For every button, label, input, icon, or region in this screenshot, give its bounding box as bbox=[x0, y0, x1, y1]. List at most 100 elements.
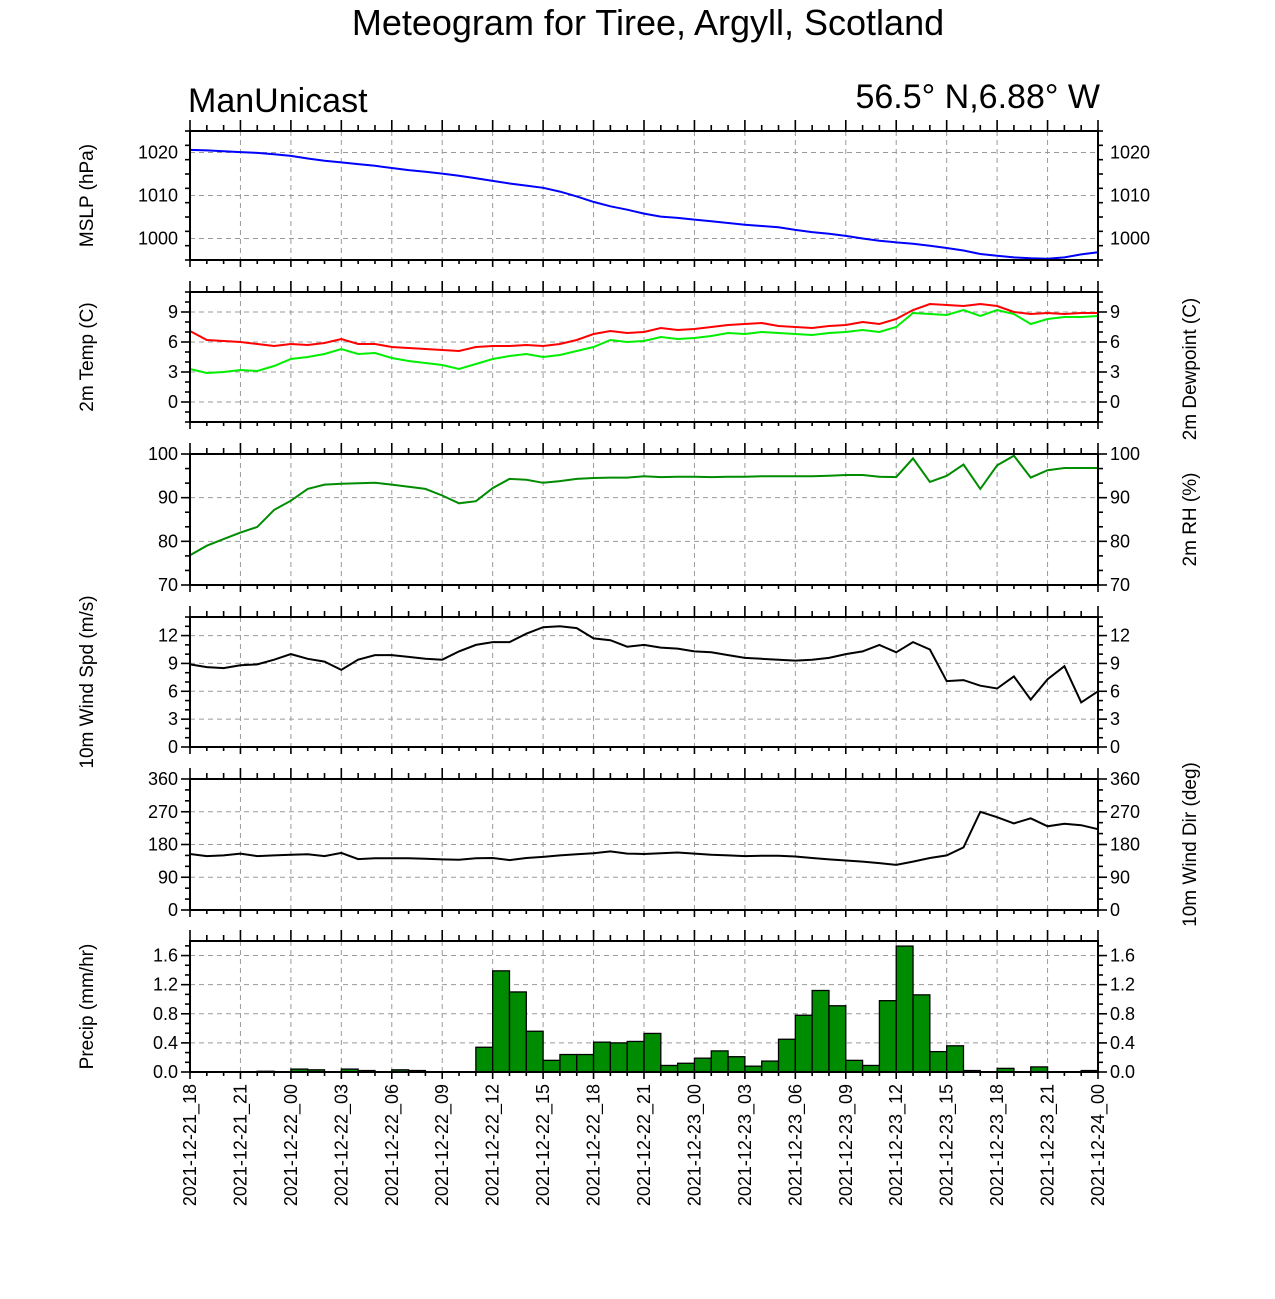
y-tick-label-right: 1.6 bbox=[1110, 946, 1135, 966]
y-tick-label-left: 0 bbox=[168, 392, 178, 412]
y-tick-label-right: 6 bbox=[1110, 332, 1120, 352]
precip-bar bbox=[525, 1030, 544, 1073]
y-tick-label-right: 3 bbox=[1110, 362, 1120, 382]
panel-0: 1000 1000 1010 1010 1020 1020 MSLP (hPa) bbox=[77, 120, 1150, 267]
y-tick-label-right: 1010 bbox=[1110, 186, 1150, 206]
y-tick-label-right: 90 bbox=[1110, 488, 1130, 508]
precip-bar bbox=[845, 1059, 864, 1073]
y-tick-label-right: 9 bbox=[1110, 653, 1120, 673]
y-tick-label-left: 180 bbox=[148, 835, 178, 855]
y-tick-label-right: 1020 bbox=[1110, 143, 1150, 163]
y-tick-label-right: 90 bbox=[1110, 867, 1130, 887]
chart-title: Meteogram for Tiree, Argyll, Scotland bbox=[352, 2, 944, 43]
y-tick-label-right: 0.4 bbox=[1110, 1033, 1135, 1053]
y-tick-label-right: 0.0 bbox=[1110, 1062, 1135, 1082]
y-tick-label-right: 80 bbox=[1110, 531, 1130, 551]
y-tick-label-right: 0 bbox=[1110, 737, 1120, 757]
precip-bar bbox=[794, 1014, 813, 1073]
y-tick-label-right: 3 bbox=[1110, 709, 1120, 729]
x-tick-label: 2021-12-23_18 bbox=[987, 1084, 1008, 1206]
series-line bbox=[189, 810, 1099, 866]
y-tick-label-left: 0.8 bbox=[153, 1004, 178, 1024]
precip-bar bbox=[912, 994, 931, 1073]
x-tick-label: 2021-12-23_09 bbox=[836, 1084, 857, 1206]
y-tick-label-right: 1000 bbox=[1110, 229, 1150, 249]
x-tick-label: 2021-12-22_00 bbox=[281, 1084, 302, 1206]
panel-2: 70 70 80 80 90 90 100 100 2m RH (%) bbox=[148, 443, 1201, 595]
x-tick-label: 2021-12-21_21 bbox=[230, 1084, 251, 1206]
y-axis-label-left: MSLP (hPa) bbox=[77, 144, 98, 247]
y-tick-label-right: 360 bbox=[1110, 769, 1140, 789]
y-tick-label-left: 0 bbox=[168, 900, 178, 920]
panel-3: 0 0 3 3 6 6 9 9 12 12 10m Wind Spd (m/s) bbox=[77, 595, 1130, 768]
y-tick-label-right: 270 bbox=[1110, 802, 1140, 822]
precip-bar bbox=[492, 970, 511, 1073]
precip-bar bbox=[878, 1000, 897, 1073]
y-tick-label-right: 12 bbox=[1110, 626, 1130, 646]
series-line bbox=[189, 308, 1099, 375]
precip-bar bbox=[609, 1042, 628, 1073]
series-line bbox=[189, 148, 1099, 260]
y-tick-label-left: 0.4 bbox=[153, 1033, 178, 1053]
precip-bar bbox=[676, 1062, 696, 1073]
y-axis-label-left: Precip (mm/hr) bbox=[77, 944, 98, 1070]
x-tick-label: 2021-12-23_03 bbox=[735, 1084, 756, 1206]
precip-bar bbox=[626, 1040, 645, 1073]
precip-bar bbox=[559, 1053, 578, 1073]
x-tick-label: 2021-12-22_21 bbox=[634, 1084, 655, 1206]
y-tick-label-right: 6 bbox=[1110, 681, 1120, 701]
y-tick-label-left: 70 bbox=[158, 575, 178, 595]
precip-bar bbox=[643, 1032, 662, 1073]
model-label: ManUnicast bbox=[188, 82, 368, 120]
y-tick-label-left: 80 bbox=[158, 531, 178, 551]
y-tick-label-left: 0.0 bbox=[153, 1062, 178, 1082]
precip-bar bbox=[693, 1057, 712, 1073]
y-tick-label-right: 1.2 bbox=[1110, 975, 1135, 995]
precip-bar bbox=[777, 1038, 796, 1073]
y-tick-label-left: 1010 bbox=[138, 186, 178, 206]
y-tick-label-right: 0 bbox=[1110, 392, 1120, 412]
precip-bar bbox=[727, 1056, 746, 1073]
y-tick-label-left: 12 bbox=[158, 626, 178, 646]
precip-bar bbox=[475, 1046, 494, 1073]
y-tick-label-right: 100 bbox=[1110, 444, 1140, 464]
y-tick-label-left: 9 bbox=[168, 302, 178, 322]
x-tick-label: 2021-12-23_06 bbox=[785, 1084, 806, 1206]
precip-bar bbox=[576, 1053, 595, 1073]
precip-bar bbox=[761, 1060, 780, 1073]
precip-bar bbox=[542, 1059, 561, 1073]
x-tick-label: 2021-12-21_18 bbox=[180, 1084, 201, 1206]
series-line bbox=[189, 625, 1099, 704]
precip-bar bbox=[811, 989, 830, 1073]
y-tick-label-right: 70 bbox=[1110, 575, 1130, 595]
y-tick-label-left: 6 bbox=[168, 332, 178, 352]
precip-bar bbox=[946, 1045, 965, 1073]
y-tick-label-right: 0 bbox=[1110, 900, 1120, 920]
y-tick-label-left: 360 bbox=[148, 769, 178, 789]
precip-bar bbox=[508, 991, 527, 1073]
x-tick-label: 2021-12-22_18 bbox=[584, 1084, 605, 1206]
y-tick-label-left: 1.6 bbox=[153, 946, 178, 966]
x-tick-label: 2021-12-23_15 bbox=[937, 1084, 958, 1206]
y-axis-label-right: 10m Wind Dir (deg) bbox=[1180, 762, 1201, 927]
y-tick-label-left: 100 bbox=[148, 444, 178, 464]
precip-bar bbox=[828, 1005, 847, 1073]
x-tick-label: 2021-12-22_03 bbox=[331, 1084, 352, 1206]
y-tick-label-left: 90 bbox=[158, 488, 178, 508]
x-tick-label: 2021-12-22_12 bbox=[483, 1084, 504, 1206]
x-tick-label: 2021-12-23_21 bbox=[1038, 1084, 1059, 1206]
x-tick-label: 2021-12-22_09 bbox=[432, 1084, 453, 1206]
precip-bar bbox=[929, 1050, 948, 1073]
y-tick-label-left: 6 bbox=[168, 681, 178, 701]
y-tick-label-right: 180 bbox=[1110, 835, 1140, 855]
location-label: 56.5° N,6.88° W bbox=[855, 78, 1100, 116]
y-tick-label-right: 9 bbox=[1110, 302, 1120, 322]
precip-bar bbox=[710, 1050, 729, 1073]
y-axis-label-left: 10m Wind Spd (m/s) bbox=[77, 595, 98, 768]
y-axis-label-right: 2m RH (%) bbox=[1180, 473, 1201, 567]
panel-5: 0.0 0.0 0.4 0.4 0.8 0.8 1.2 1.2 1.6 1.6 Precip (mm… bbox=[77, 930, 1135, 1082]
x-tick-label: 2021-12-22_15 bbox=[533, 1084, 554, 1206]
y-tick-label-left: 3 bbox=[168, 362, 178, 382]
y-tick-label-left: 1000 bbox=[138, 229, 178, 249]
